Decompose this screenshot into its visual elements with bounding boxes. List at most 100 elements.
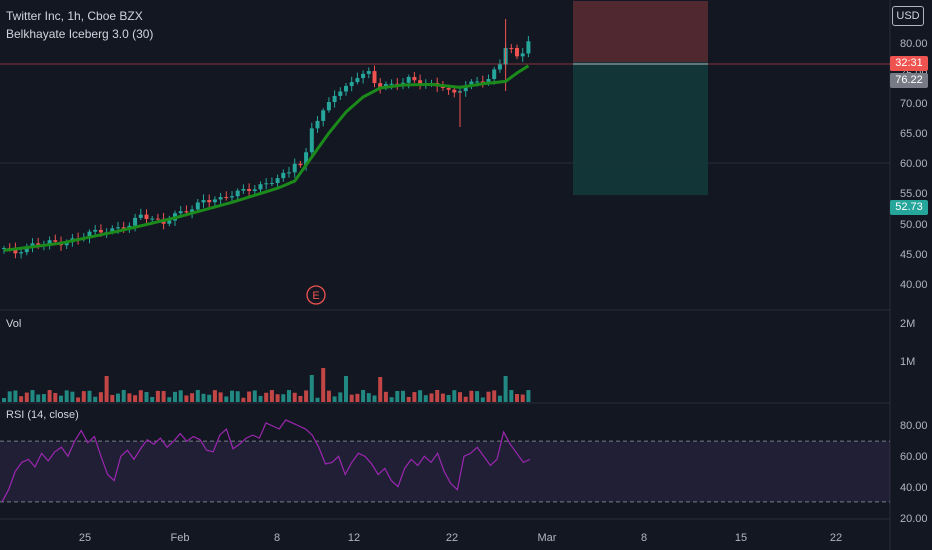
volume-bar [287,390,291,402]
candle-body [235,190,240,197]
candle-body [116,227,120,229]
candle-body [269,183,274,185]
price-axis-tick: 45.00 [900,249,928,261]
volume-bar [258,395,263,402]
candle-body [389,83,394,85]
volume-bar [19,396,24,402]
volume-bar [469,390,474,402]
candle-body [378,83,383,88]
candle-body [497,64,502,70]
volume-bar [406,396,411,402]
volume-bar [480,397,485,402]
volume-bar [41,394,46,402]
stop-price-tag: 32:31 [890,56,928,71]
volume-bar [520,394,525,402]
volume-bar [138,390,143,402]
volume-bar [36,394,41,402]
indicator-title[interactable]: Belkhayate Iceberg 3.0 (30) [6,27,154,41]
candle-body [207,200,212,203]
candle-body [332,95,337,103]
earnings-marker-label: E [312,290,319,302]
candle-body [241,189,246,191]
volume-bar [190,393,195,402]
candle-body [440,86,445,89]
volume-bar [121,390,126,402]
volume-bar [81,391,86,402]
price-axis-tick: 40.00 [900,279,928,291]
volume-bar [338,392,343,402]
volume-bar [269,390,274,402]
candle-body [138,214,143,218]
candle-body [492,69,497,80]
candle-body [486,79,491,83]
candle-body [47,240,52,245]
last-price-tag: 76.22 [890,73,928,88]
volume-bar [344,376,348,402]
volume-bar [30,390,35,402]
volume-bar [429,393,434,402]
candle-body [30,243,35,247]
candle-body [469,81,474,87]
volume-bar [116,393,120,402]
candle-body [349,82,354,86]
candle-body [292,163,297,173]
iceberg-indicator-line [3,64,530,252]
volume-bar [349,394,354,402]
volume-bar [383,391,388,402]
candle-body [281,172,286,179]
volume-bar [110,394,115,402]
candle-body [480,81,485,83]
volume-bar [440,393,445,402]
candle-body [230,196,234,198]
volume-bar [2,398,6,402]
volume-bar [315,397,320,402]
candle-body [36,243,41,246]
price-axis-tick: 80.00 [900,38,928,50]
volume-bar [515,394,519,402]
volume-bar [361,390,366,402]
volume-bar [389,397,394,402]
candle-body [515,47,519,57]
candle-body [315,120,320,129]
volume-bar [275,394,280,402]
volume-pane-label: Vol [6,318,22,330]
volume-bar [486,391,491,402]
time-axis-tick: 22 [830,532,842,544]
candle-body [247,189,252,191]
candle-body [412,76,417,81]
candle-body [110,228,115,233]
currency-button[interactable]: USD [892,6,924,26]
volume-bar [401,390,405,402]
candle-body [258,184,263,190]
candle-body [406,76,411,83]
candle-body [355,78,360,83]
candle-body [264,183,269,185]
volume-bar [218,392,223,402]
time-axis-tick: 8 [641,532,647,544]
volume-bar [252,390,257,402]
volume-bar [87,390,92,402]
volume-bar [503,376,508,402]
candle-body [133,217,138,226]
volume-bar [326,390,331,402]
candle-body [446,88,451,90]
rsi-axis-tick: 60.00 [900,451,928,463]
candle-body [184,211,189,213]
volume-bar [13,390,18,402]
volume-bar [7,391,12,402]
symbol-title[interactable]: Twitter Inc, 1h, Cboe BZX [6,9,143,23]
volume-bar [264,392,269,402]
candle-body [212,199,217,203]
volume-bar [127,393,132,402]
candle-body [64,242,69,246]
volume-bar [161,390,166,402]
volume-bar [53,392,58,402]
price-axis-tick: 70.00 [900,98,928,110]
rsi-axis-tick: 80.00 [900,420,928,432]
volume-bar [104,376,109,402]
volume-bar [281,394,286,402]
candle-body [2,248,6,249]
volume-axis-tick: 1M [900,356,915,368]
candle-body [24,246,29,253]
volume-bar [526,390,531,402]
